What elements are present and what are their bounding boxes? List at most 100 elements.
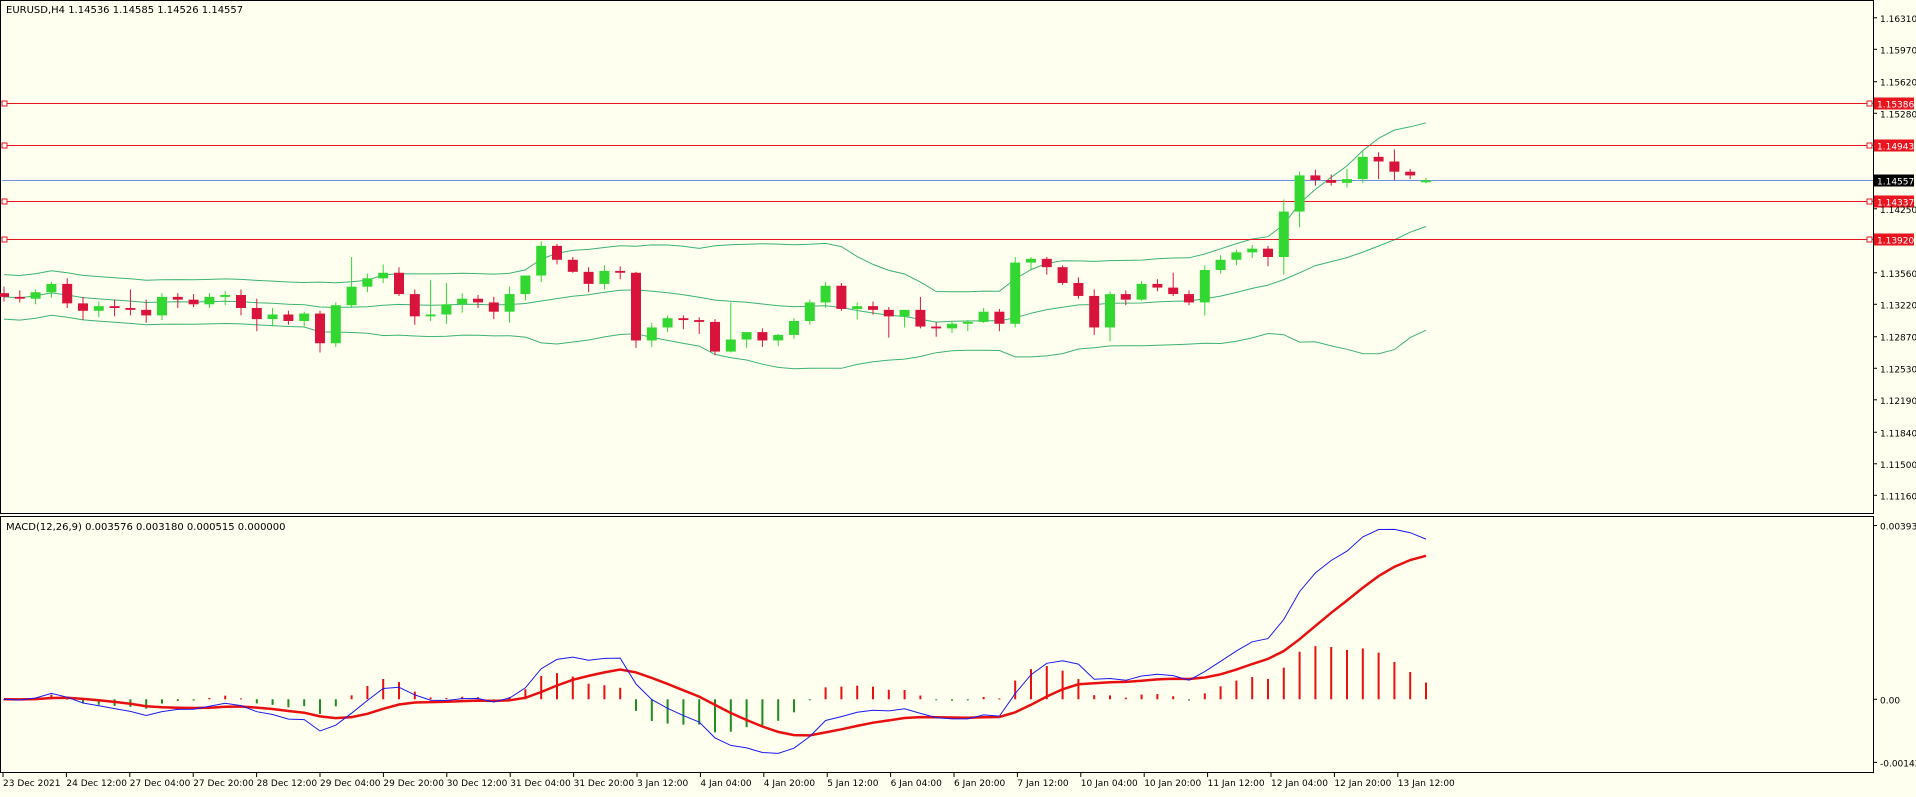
candle-bear[interactable] <box>236 295 246 308</box>
candle-bull[interactable] <box>346 286 357 306</box>
candle-bear[interactable] <box>473 298 483 303</box>
candle-bull[interactable] <box>204 296 215 305</box>
candle-bear[interactable] <box>678 318 689 321</box>
candle-bull[interactable] <box>820 285 831 303</box>
candle-bear[interactable] <box>1152 283 1163 288</box>
candle-bear[interactable] <box>552 245 562 260</box>
candle-bull[interactable] <box>536 245 547 276</box>
candle-bull[interactable] <box>899 309 910 317</box>
candle-bull[interactable] <box>725 339 736 352</box>
candle-bear[interactable] <box>1310 175 1321 181</box>
candle-bull[interactable] <box>520 275 531 295</box>
candle-bull[interactable] <box>662 318 673 328</box>
candle-bear[interactable] <box>1057 267 1068 283</box>
candle-bull[interactable] <box>741 332 752 340</box>
level-handle-left[interactable] <box>1 142 8 149</box>
candle-bear[interactable] <box>1373 156 1384 162</box>
candle-bear[interactable] <box>710 321 720 352</box>
candle-bull[interactable] <box>1357 156 1368 180</box>
candle-bear[interactable] <box>283 314 294 321</box>
candle-bear[interactable] <box>394 272 404 295</box>
candle-bear[interactable] <box>1089 295 1100 328</box>
candle-bull[interactable] <box>852 306 863 309</box>
candle-bull[interactable] <box>947 323 957 329</box>
candle-bull[interactable] <box>1278 211 1289 257</box>
candle-bear[interactable] <box>172 296 183 300</box>
level-handle-right[interactable] <box>1866 142 1873 149</box>
candle-bull[interactable] <box>1231 252 1242 260</box>
candle-bull[interactable] <box>599 270 610 284</box>
candle-bull[interactable] <box>441 304 452 315</box>
candle-bull[interactable] <box>1342 179 1352 183</box>
candle-bear[interactable] <box>883 309 894 317</box>
candle-bear[interactable] <box>615 270 626 273</box>
candle-bear[interactable] <box>915 309 926 327</box>
candle-bull[interactable] <box>1136 283 1147 300</box>
candle-bull[interactable] <box>962 321 973 324</box>
candle-bull[interactable] <box>157 296 167 316</box>
candle-bull[interactable] <box>1026 258 1036 263</box>
candle-bull[interactable] <box>267 314 278 320</box>
candle-bull[interactable] <box>646 327 657 341</box>
candle-bear[interactable] <box>631 272 641 341</box>
candle-bear[interactable] <box>14 296 25 299</box>
candle-bull[interactable] <box>93 306 104 311</box>
candle-bear[interactable] <box>488 302 499 312</box>
candle-bull[interactable] <box>1421 180 1431 183</box>
candle-bull[interactable] <box>425 314 436 317</box>
candle-bear[interactable] <box>1389 161 1400 172</box>
candle-bear[interactable] <box>1405 171 1416 176</box>
candle-bear[interactable] <box>1326 180 1337 183</box>
candle-bull[interactable] <box>978 311 989 322</box>
candle-bear[interactable] <box>188 299 199 305</box>
candle-bull[interactable] <box>789 320 799 335</box>
candle-bull[interactable] <box>220 295 231 297</box>
candle-bull[interactable] <box>46 283 57 293</box>
candle-bear[interactable] <box>409 294 420 317</box>
candle-bull[interactable] <box>1294 175 1305 212</box>
candle-bear[interactable] <box>757 332 768 341</box>
candle-bear[interactable] <box>1120 294 1131 300</box>
candle-bull[interactable] <box>804 302 815 321</box>
candle-bear[interactable] <box>994 311 1005 324</box>
candle-bull[interactable] <box>30 292 41 299</box>
candle-bull[interactable] <box>1105 294 1115 328</box>
candle-bull[interactable] <box>1247 248 1258 253</box>
candle-bull[interactable] <box>1215 259 1226 270</box>
price-panel[interactable] <box>0 100 1873 370</box>
level-handle-left[interactable] <box>1 100 8 107</box>
candle-bull[interactable] <box>378 272 389 279</box>
candle-bear[interactable] <box>836 285 847 309</box>
candle-bear[interactable] <box>694 320 705 322</box>
candle-bear[interactable] <box>567 259 578 272</box>
level-handle-left[interactable] <box>1 236 8 243</box>
candle-bear[interactable] <box>141 309 152 316</box>
candle-bear[interactable] <box>0 293 9 297</box>
candle-bull[interactable] <box>362 278 373 287</box>
candle-bear[interactable] <box>78 303 88 311</box>
level-handle-right[interactable] <box>1866 198 1873 205</box>
level-handle-right[interactable] <box>1866 100 1873 107</box>
macd-panel[interactable] <box>3 528 1427 754</box>
level-handle-right[interactable] <box>1866 236 1873 243</box>
candle-bull[interactable] <box>1199 269 1210 303</box>
candle-bull[interactable] <box>330 305 341 344</box>
candle-bear[interactable] <box>1263 248 1273 257</box>
candle-bear[interactable] <box>315 313 325 344</box>
candle-bear[interactable] <box>868 306 878 310</box>
candle-bear[interactable] <box>583 271 594 284</box>
candle-bear[interactable] <box>1184 294 1194 303</box>
candle-bear[interactable] <box>1073 282 1084 296</box>
candle-bull[interactable] <box>773 334 784 341</box>
candle-bear[interactable] <box>931 326 942 329</box>
candle-bear[interactable] <box>125 308 136 310</box>
candle-bull[interactable] <box>457 298 468 305</box>
candle-bull[interactable] <box>299 313 310 321</box>
candle-bear[interactable] <box>251 308 262 320</box>
candle-bull[interactable] <box>1010 262 1021 324</box>
candle-bear[interactable] <box>109 306 120 308</box>
candle-bull[interactable] <box>504 294 515 312</box>
level-handle-left[interactable] <box>1 198 8 205</box>
